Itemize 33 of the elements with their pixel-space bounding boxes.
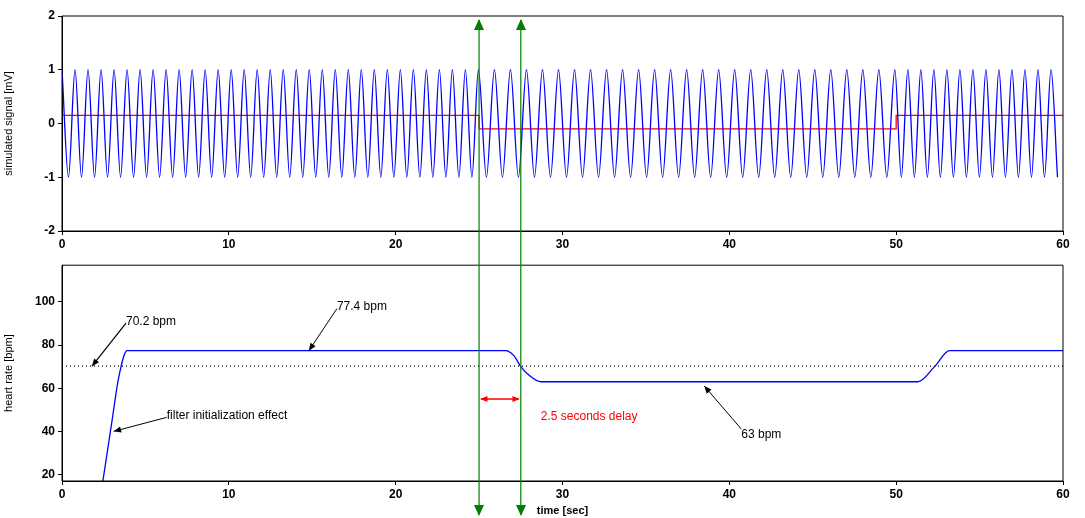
x-tick-label: 40 [722, 236, 737, 251]
x-tick-label: 50 [889, 236, 904, 251]
x-tick-label: 0 [58, 236, 66, 251]
x-tick-label: 10 [222, 236, 236, 251]
y-tick-label: -2 [44, 223, 56, 238]
x-tick-label: 60 [1056, 236, 1070, 251]
y-axis-title: simulated signal [mV] [1, 71, 14, 176]
x-tick-label: 30 [555, 486, 570, 501]
annotation: 77.4 bpm [336, 298, 387, 313]
annotation: filter initialization effect [166, 407, 288, 422]
x-tick-label: 20 [388, 236, 403, 251]
x-tick-label: 20 [388, 486, 403, 501]
annotation: 63 bpm [741, 427, 782, 442]
y-tick-label: 0 [48, 115, 56, 130]
y-tick-label: 80 [41, 337, 56, 352]
annotation: 2.5 seconds delay [540, 409, 638, 424]
y-tick-label: 40 [41, 423, 56, 438]
ref-line-label: 70.2 bpm [126, 313, 177, 328]
y-tick-label: 60 [41, 380, 56, 395]
y-axis-title: heart rate [bpm] [1, 334, 14, 412]
y-tick-label: 100 [34, 294, 56, 309]
y-tick-label: 20 [41, 466, 56, 481]
x-tick-label: 60 [1056, 486, 1070, 501]
x-tick-label: 10 [222, 486, 236, 501]
y-tick-label: 1 [48, 62, 56, 77]
y-tick-label: -1 [44, 169, 56, 184]
x-tick-label: 30 [555, 236, 570, 251]
x-tick-label: 0 [58, 486, 66, 501]
x-tick-label: 40 [722, 486, 737, 501]
y-tick-label: 2 [48, 8, 56, 23]
x-tick-label: 50 [889, 486, 904, 501]
line-series [102, 350, 1063, 481]
x-axis-title: time [sec] [536, 504, 589, 517]
